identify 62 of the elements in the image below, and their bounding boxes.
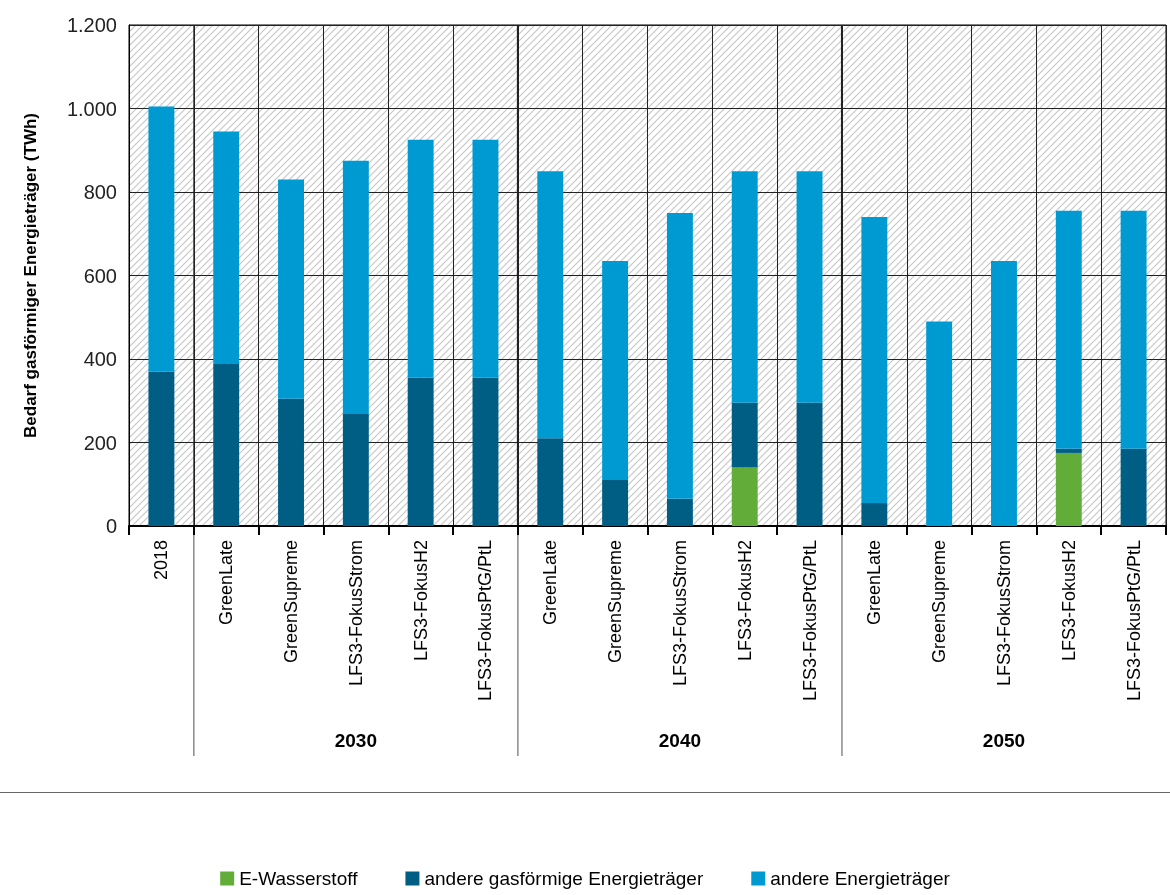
bar bbox=[1055, 452, 1082, 526]
bar bbox=[537, 438, 564, 526]
bar bbox=[342, 160, 369, 414]
bar bbox=[796, 402, 823, 526]
x-tick-label: GreenLate bbox=[216, 540, 237, 626]
x-tick-label: GreenSupreme bbox=[929, 540, 950, 664]
x-tick-label: LFS3-FokusPtG/PtL bbox=[799, 540, 820, 702]
x-tick-label: LFS3-FokusH2 bbox=[410, 540, 431, 662]
bar bbox=[537, 171, 564, 439]
bar bbox=[1120, 448, 1147, 526]
bar bbox=[148, 371, 175, 526]
text: 2040 bbox=[658, 729, 702, 751]
bar bbox=[731, 402, 758, 468]
bar bbox=[407, 377, 434, 526]
legend-label: andere Energieträger bbox=[770, 868, 951, 889]
legend-label: E-Wasserstoff bbox=[239, 868, 359, 889]
y-tick-label: 200 bbox=[83, 431, 117, 454]
x-tick-label: LFS3-FokusPtG/PtL bbox=[475, 540, 496, 702]
y-tick-label: 800 bbox=[83, 181, 117, 203]
x-tick-label: LFS3-FokusStrom bbox=[669, 540, 690, 687]
x-tick-label: GreenSupreme bbox=[281, 540, 302, 664]
bar bbox=[926, 321, 953, 526]
bar bbox=[407, 139, 434, 378]
bar bbox=[861, 217, 888, 504]
bar bbox=[1120, 210, 1147, 449]
y-tick-label: 1.200 bbox=[66, 14, 117, 36]
bar bbox=[1055, 448, 1082, 453]
bar bbox=[796, 171, 823, 403]
y-tick-label: 1.000 bbox=[66, 97, 117, 120]
bar bbox=[991, 260, 1017, 526]
bar bbox=[278, 398, 304, 526]
x-tick-label: LFS3-FokusPtG/PtL bbox=[1123, 540, 1144, 702]
text: 2030 bbox=[334, 729, 377, 751]
bar bbox=[472, 139, 499, 378]
bar bbox=[213, 131, 240, 364]
bar bbox=[602, 480, 629, 526]
x-tick-label: LFS3-FokusStrom bbox=[993, 540, 1014, 687]
legend-label: andere gasförmige Energieträger bbox=[424, 868, 704, 889]
bar bbox=[666, 212, 693, 499]
y-tick-label: 0 bbox=[105, 515, 117, 537]
x-tick-label: 2018 bbox=[151, 540, 172, 581]
x-tick-label: LFS3-FokusH2 bbox=[1058, 540, 1079, 662]
x-tick-label: LFS3-FokusH2 bbox=[734, 540, 755, 662]
bar bbox=[148, 106, 175, 372]
bar bbox=[1055, 210, 1082, 449]
x-tick-label: GreenLate bbox=[864, 540, 885, 626]
text: 2050 bbox=[982, 729, 1026, 751]
bar bbox=[861, 503, 888, 526]
bar bbox=[278, 179, 304, 399]
bar bbox=[213, 363, 240, 526]
bar bbox=[472, 377, 499, 526]
y-tick-label: 400 bbox=[83, 348, 117, 370]
x-tick-label: GreenLate bbox=[540, 540, 561, 626]
bar bbox=[342, 413, 369, 526]
y-tick-label: 600 bbox=[83, 264, 117, 287]
bar bbox=[666, 498, 693, 526]
x-tick-label: GreenSupreme bbox=[605, 540, 626, 664]
y-axis-title: Bedarf gasförmiger Energieträger (TWh) bbox=[21, 113, 40, 438]
bar bbox=[602, 260, 629, 481]
bar bbox=[731, 171, 758, 403]
x-tick-label: LFS3-FokusStrom bbox=[345, 540, 366, 687]
bar bbox=[731, 467, 758, 526]
